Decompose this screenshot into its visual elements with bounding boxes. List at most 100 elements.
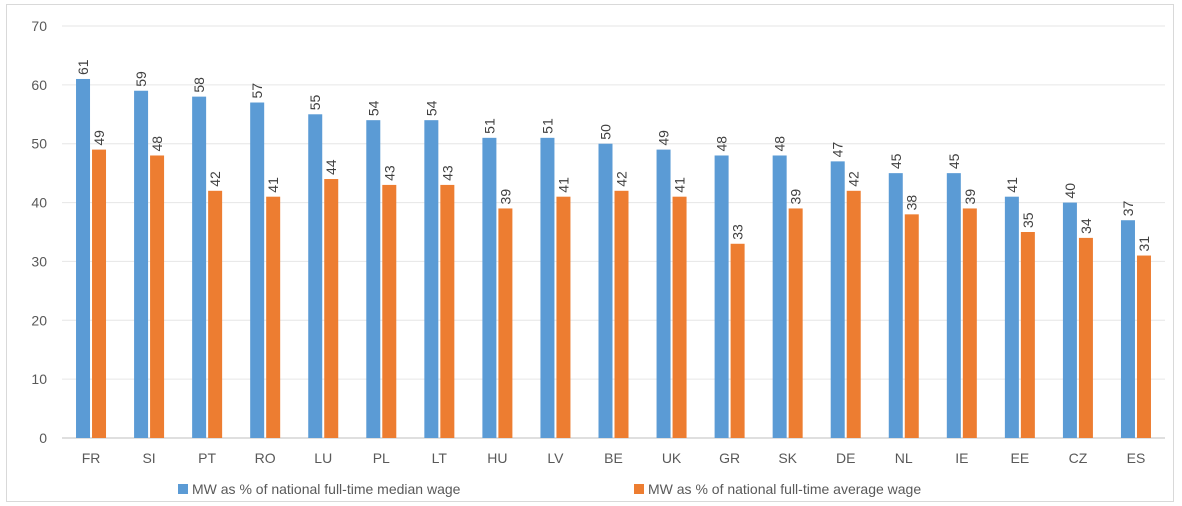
- bar-si-series-1: [134, 90, 149, 438]
- data-label: 49: [656, 130, 672, 146]
- data-label: 51: [481, 118, 497, 134]
- bar-pl-series-1: [366, 120, 381, 439]
- bar-ro-series-2: [266, 196, 281, 438]
- x-tick-label: PT: [198, 450, 216, 466]
- x-tick-label: SI: [142, 450, 155, 466]
- data-label: 41: [1004, 177, 1020, 193]
- bar-hu-series-1: [482, 137, 497, 439]
- data-label: 41: [672, 177, 688, 193]
- x-tick-label: BE: [604, 450, 623, 466]
- y-tick-label: 0: [39, 430, 47, 446]
- bar-lt-series-2: [440, 184, 455, 438]
- data-label: 58: [191, 77, 207, 93]
- data-label: 34: [1078, 218, 1094, 234]
- bar-pt-series-2: [208, 190, 223, 438]
- data-label: 39: [962, 189, 978, 205]
- data-label: 61: [75, 59, 91, 75]
- x-tick-label: GR: [719, 450, 740, 466]
- bar-be-series-1: [598, 143, 613, 438]
- data-label: 54: [423, 100, 439, 116]
- bar-be-series-2: [614, 190, 629, 438]
- x-tick-label: CZ: [1069, 450, 1088, 466]
- data-label: 42: [846, 171, 862, 187]
- data-label: 48: [772, 136, 788, 152]
- bar-uk-series-2: [672, 196, 687, 438]
- bar-lv-series-2: [556, 196, 571, 438]
- bar-ro-series-1: [250, 102, 265, 438]
- y-axis-ticks: 0 10 20 30 40 50 60 70: [31, 18, 47, 446]
- bar-cz-series-1: [1062, 202, 1077, 438]
- bar-de-series-1: [830, 161, 845, 438]
- y-tick-label: 40: [31, 195, 47, 211]
- data-label: 40: [1062, 183, 1078, 199]
- legend-label: MW as % of national full-time median wag…: [192, 481, 461, 497]
- x-tick-label: EE: [1011, 450, 1030, 466]
- data-label: 50: [598, 124, 614, 140]
- data-label: 49: [91, 130, 107, 146]
- y-tick-label: 50: [31, 136, 47, 152]
- bar-lu-series-2: [324, 179, 339, 438]
- data-label: 42: [207, 171, 223, 187]
- data-label: 39: [788, 189, 804, 205]
- x-tick-label: PL: [373, 450, 390, 466]
- y-tick-label: 70: [31, 18, 47, 34]
- x-tick-label: FR: [82, 450, 101, 466]
- data-label: 44: [323, 159, 339, 175]
- bar-cz-series-2: [1078, 237, 1093, 438]
- data-label: 39: [497, 189, 513, 205]
- data-label: 55: [307, 94, 323, 110]
- bar-pt-series-1: [192, 96, 207, 438]
- bar-lt-series-1: [424, 120, 439, 439]
- bar-ee-series-2: [1020, 232, 1035, 438]
- bar-es-series-2: [1136, 255, 1151, 438]
- x-axis-ticks: FR SI PT RO LU PL LT HU LV BE UK GR SK DE NL IE EE CZ ES: [82, 450, 1146, 466]
- legend-swatch: [634, 484, 644, 494]
- bar-nl-series-1: [888, 173, 903, 438]
- data-label: 48: [714, 136, 730, 152]
- data-label: 51: [539, 118, 555, 134]
- x-tick-label: LT: [432, 450, 448, 466]
- bar-nl-series-2: [904, 214, 919, 438]
- data-label: 43: [439, 165, 455, 181]
- bar-fr-series-1: [76, 78, 91, 438]
- x-tick-label: SK: [778, 450, 797, 466]
- data-label: 48: [149, 136, 165, 152]
- data-label: 38: [904, 195, 920, 211]
- x-tick-label: ES: [1127, 450, 1146, 466]
- gridlines: [62, 25, 1165, 439]
- legend-swatch: [178, 484, 188, 494]
- bar-pl-series-2: [382, 184, 397, 438]
- data-label: 41: [265, 177, 281, 193]
- data-label: 57: [249, 83, 265, 99]
- data-label: 59: [133, 71, 149, 87]
- bar-uk-series-1: [656, 149, 671, 438]
- bar-ee-series-1: [1004, 196, 1019, 438]
- data-label: 35: [1020, 212, 1036, 228]
- bar-sk-series-1: [772, 155, 787, 438]
- bar-ie-series-1: [946, 173, 961, 438]
- y-tick-label: 10: [31, 371, 47, 387]
- data-label: 54: [365, 100, 381, 116]
- data-label: 41: [555, 177, 571, 193]
- x-tick-label: NL: [895, 450, 913, 466]
- bar-sk-series-2: [788, 208, 803, 438]
- x-tick-label: LU: [314, 450, 332, 466]
- bar-lv-series-1: [540, 137, 555, 439]
- bar-lu-series-1: [308, 114, 323, 439]
- bar-gr-series-1: [714, 155, 729, 438]
- data-label: 47: [830, 142, 846, 158]
- y-tick-label: 30: [31, 253, 47, 269]
- x-tick-label: IE: [955, 450, 968, 466]
- data-label: 42: [614, 171, 630, 187]
- bar-de-series-2: [846, 190, 861, 438]
- y-tick-label: 20: [31, 312, 47, 328]
- data-label: 33: [730, 224, 746, 240]
- x-tick-label: LV: [547, 450, 564, 466]
- bar-fr-series-2: [92, 149, 107, 438]
- bar-es-series-1: [1120, 220, 1135, 438]
- legend-label: MW as % of national full-time average wa…: [648, 481, 921, 497]
- x-tick-label: HU: [487, 450, 507, 466]
- x-tick-label: DE: [836, 450, 855, 466]
- bars: [76, 78, 1151, 439]
